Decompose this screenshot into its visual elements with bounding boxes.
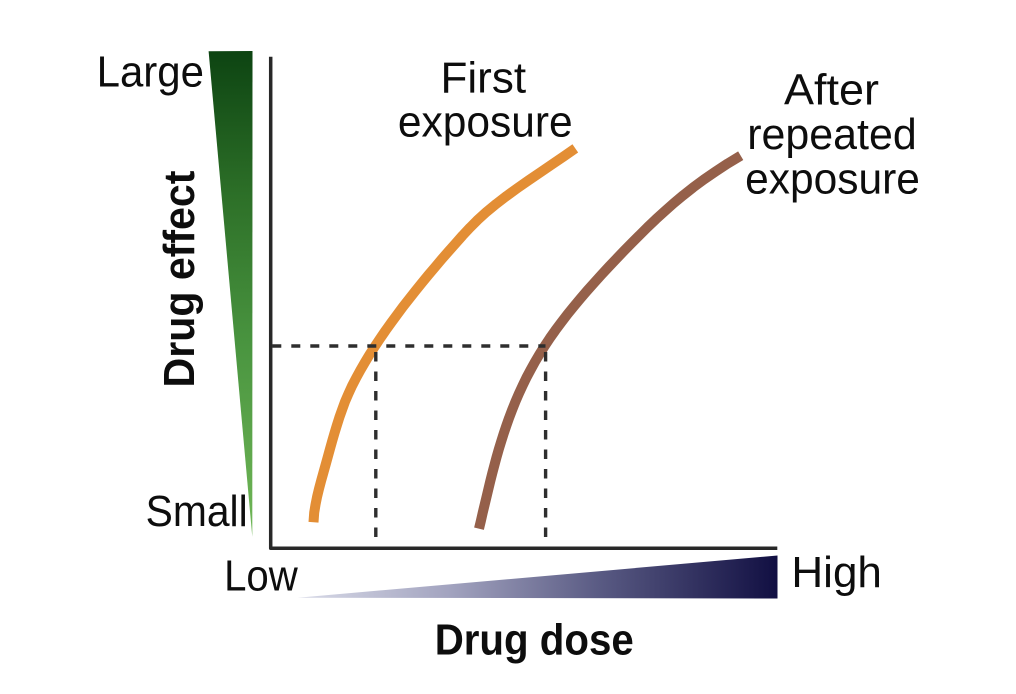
svg-text:exposure: exposure bbox=[398, 98, 573, 147]
svg-text:First: First bbox=[441, 53, 527, 102]
svg-text:Small: Small bbox=[146, 487, 248, 536]
svg-text:High: High bbox=[791, 548, 882, 597]
svg-text:repeated: repeated bbox=[747, 110, 917, 159]
svg-text:After: After bbox=[784, 65, 879, 114]
svg-text:exposure: exposure bbox=[745, 155, 920, 204]
svg-text:Drug dose: Drug dose bbox=[435, 616, 634, 665]
svg-text:Low: Low bbox=[224, 552, 298, 601]
svg-text:Drug effect: Drug effect bbox=[155, 170, 204, 387]
svg-text:Large: Large bbox=[97, 47, 204, 96]
